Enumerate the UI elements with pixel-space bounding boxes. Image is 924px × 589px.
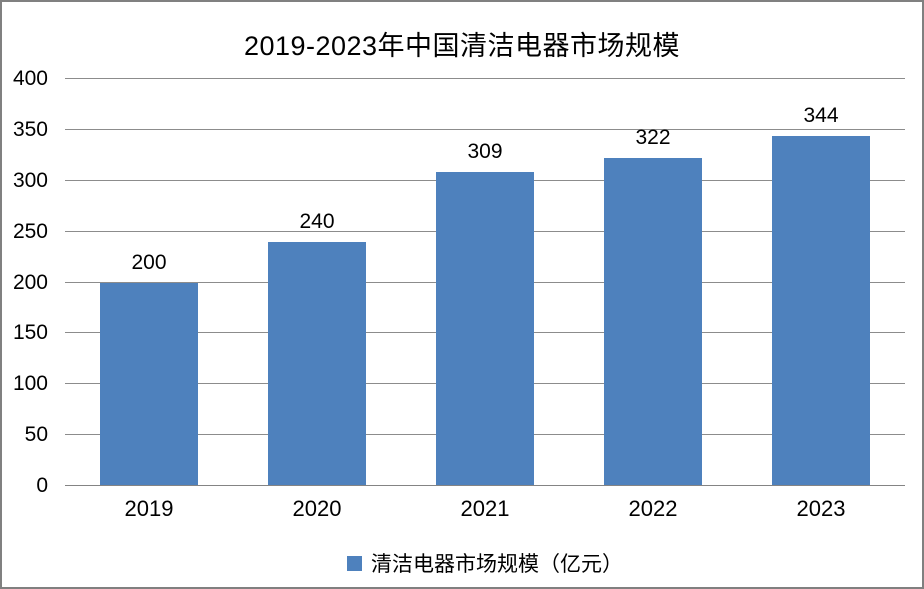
bars-container: 200 240 309 322 344 <box>65 79 905 486</box>
bar-2022 <box>604 158 702 486</box>
gridline-350 <box>65 128 905 130</box>
y-tick-label-50: 50 <box>24 423 48 447</box>
bar-slot-2020: 240 <box>233 79 401 486</box>
y-tick-label-300: 300 <box>12 168 48 192</box>
gridline-400 <box>65 78 905 79</box>
bar-slot-2023: 344 <box>737 79 905 486</box>
y-tick-label-150: 150 <box>12 321 48 345</box>
plot-area: 0 50 100 150 200 250 300 350 400 200 240 309 322 344 <box>13 67 905 497</box>
chart-title: 2019-2023年中国清洁电器市场规模 <box>243 31 681 61</box>
y-tick-label-400: 400 <box>12 67 48 90</box>
y-tick-label-200: 200 <box>12 270 48 294</box>
x-tick-label-2020: 2020 <box>292 496 342 521</box>
bar-2020 <box>268 241 366 486</box>
x-axis-labels: 2019 2020 2021 2022 2023 <box>65 496 905 522</box>
bar-slot-2021: 309 <box>401 79 569 486</box>
legend-label: 清洁电器市场规模（亿元） <box>371 553 623 576</box>
bar-value-label-2022: 322 <box>635 126 671 150</box>
y-tick-label-100: 100 <box>12 372 48 396</box>
bar-value-label-2020: 240 <box>299 209 335 233</box>
bar-2021 <box>436 171 534 486</box>
legend: 清洁电器市场规模（亿元） <box>65 548 905 578</box>
x-tick-label-2022: 2022 <box>628 496 678 521</box>
x-tick-label-2023: 2023 <box>796 496 846 521</box>
y-tick-label-0: 0 <box>36 474 48 497</box>
bar-value-label-2023: 344 <box>803 104 839 127</box>
bar-value-label-2019: 200 <box>131 250 167 274</box>
bar-value-label-2021: 309 <box>467 139 503 163</box>
bar-2023 <box>772 136 870 486</box>
y-tick-label-250: 250 <box>12 219 48 243</box>
x-tick-label-2019: 2019 <box>124 496 174 521</box>
bar-slot-2022: 322 <box>569 79 737 486</box>
bar-slot-2019: 200 <box>65 79 233 486</box>
legend-marker-icon <box>347 555 362 571</box>
y-tick-label-350: 350 <box>12 117 48 141</box>
bar-2019 <box>100 282 198 486</box>
x-tick-label-2021: 2021 <box>460 496 510 521</box>
x-axis-line <box>65 485 905 486</box>
